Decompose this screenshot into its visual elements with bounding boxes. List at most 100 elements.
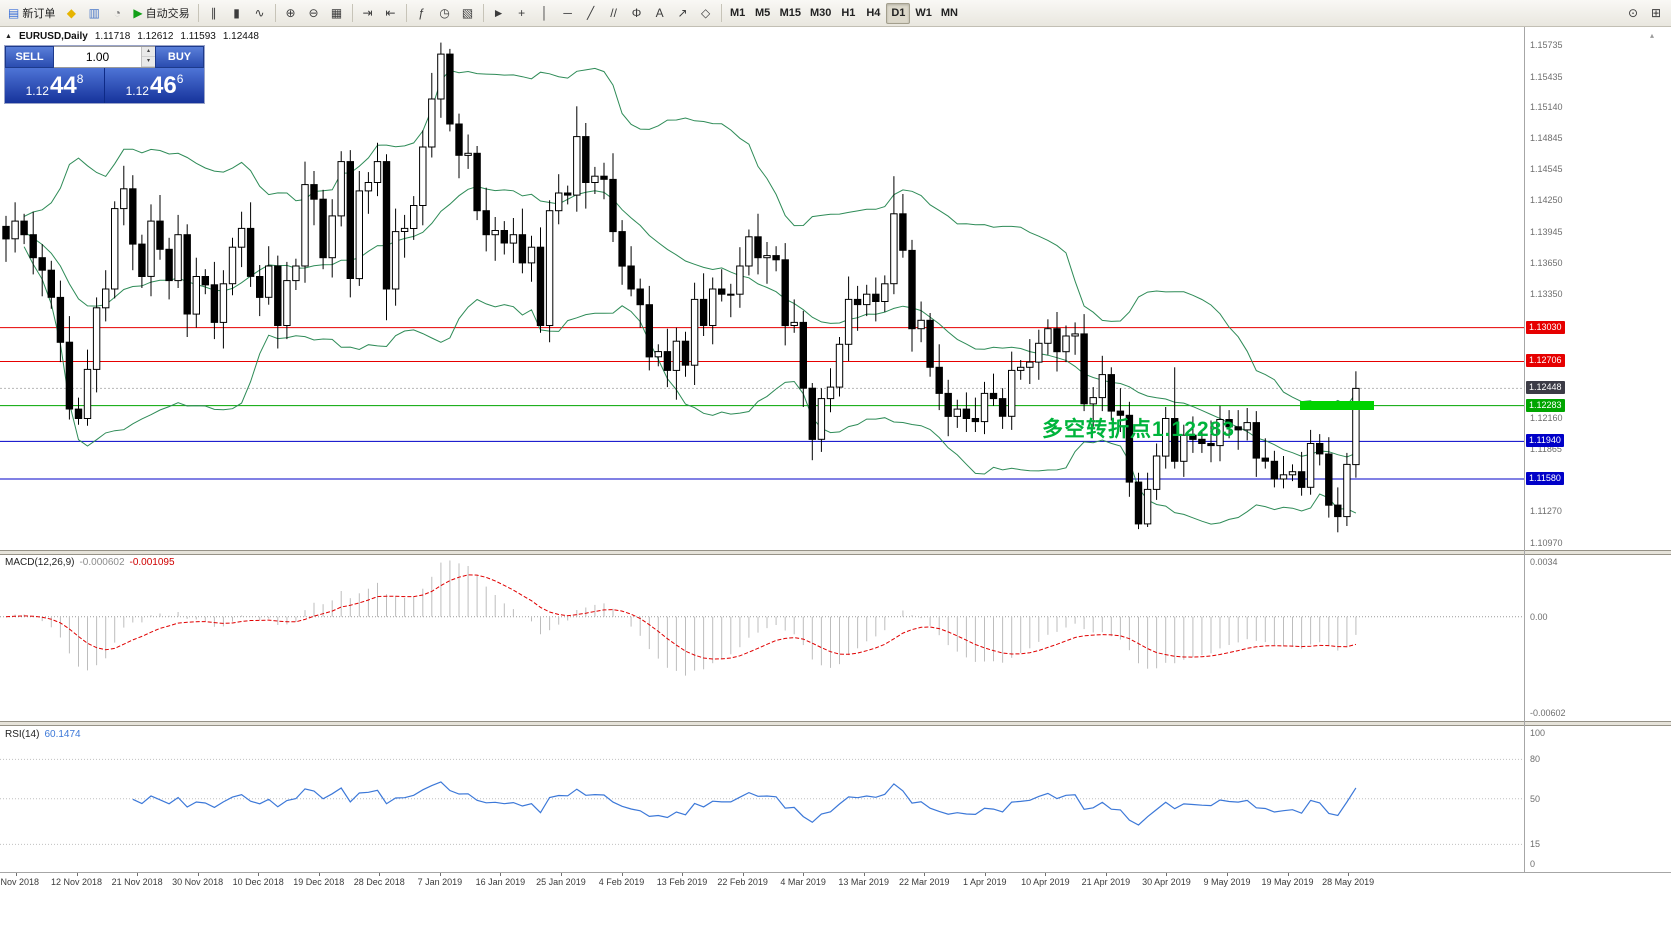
- rsi-pane-separator[interactable]: [0, 721, 1671, 726]
- rsi-tick: 0: [1530, 859, 1536, 870]
- autotrading-button[interactable]: ▶ 自动交易: [129, 3, 193, 24]
- time-tick: [1045, 873, 1047, 876]
- time-label: 22 Feb 2019: [717, 877, 768, 887]
- time-label: 12 Nov 2018: [51, 877, 103, 887]
- candlestick-chart-button[interactable]: ▮: [226, 3, 248, 24]
- candlestick-chart-button-icon: ▮: [233, 6, 240, 20]
- price-tick: 1.15435: [1530, 71, 1563, 82]
- shapes-button[interactable]: ◇: [695, 3, 717, 24]
- periods-button[interactable]: ◷: [434, 3, 456, 24]
- timeframe-mn[interactable]: MN: [937, 3, 962, 24]
- buy-price-pip: 6: [176, 72, 184, 86]
- fibonacci-button[interactable]: Φ: [626, 3, 648, 24]
- sell-price-panel[interactable]: 1.12 44 8: [5, 68, 104, 103]
- shapes-button-icon: ◇: [700, 6, 711, 20]
- favorites-button[interactable]: ◆: [60, 3, 82, 24]
- timeframe-w1[interactable]: W1: [911, 3, 936, 24]
- time-tick: [137, 873, 139, 876]
- buy-button[interactable]: BUY: [155, 46, 204, 68]
- chart-header: ▲ EURUSD,Daily 1.11718 1.12612 1.11593 1…: [5, 31, 259, 42]
- timeframe-h1[interactable]: H1: [836, 3, 860, 24]
- toolbar-separator: [197, 4, 199, 22]
- templates-button-icon: ▧: [461, 6, 474, 20]
- timeframe-h4[interactable]: H4: [861, 3, 885, 24]
- time-scale[interactable]: 2 Nov 2018 12 Nov 2018 21 Nov 2018 30 Nov 2…: [0, 872, 1671, 894]
- price-tick: 1.11270: [1530, 506, 1562, 517]
- zoom-in-button[interactable]: ⊕: [280, 3, 302, 24]
- timeframe-d1-label: D1: [891, 7, 906, 19]
- ohlc-open: 1.11718: [94, 31, 131, 42]
- tile-windows-button[interactable]: ▦: [326, 3, 348, 24]
- one-click-collapse-icon[interactable]: ▲: [5, 33, 12, 40]
- timeframe-m15[interactable]: M15: [776, 3, 805, 24]
- time-label: 13 Mar 2019: [838, 877, 889, 887]
- timeframe-m30[interactable]: M30: [806, 3, 835, 24]
- time-label: 21 Nov 2018: [111, 877, 163, 887]
- text-label-button[interactable]: A: [649, 3, 671, 24]
- vertical-line-button[interactable]: │: [534, 3, 556, 24]
- volume-down-button[interactable]: ▾: [142, 57, 155, 67]
- time-tick: [560, 873, 562, 876]
- templates-button[interactable]: ▧: [457, 3, 479, 24]
- add-chart-button-icon: ⊞: [1650, 6, 1662, 20]
- cursor-button[interactable]: ►: [488, 3, 510, 24]
- navigator-button[interactable]: ◔: [106, 3, 128, 24]
- channel-button[interactable]: //: [603, 3, 625, 24]
- zoom-in-button-icon: ⊕: [285, 6, 296, 20]
- price-tick: 1.10970: [1530, 537, 1563, 548]
- time-label: 19 Dec 2018: [293, 877, 345, 887]
- chart-canvas[interactable]: [0, 0, 1671, 895]
- lower-band: [23, 246, 1357, 525]
- auto-scroll-button[interactable]: ⇥: [357, 3, 379, 24]
- text-label-button-icon: A: [655, 6, 664, 20]
- sell-button[interactable]: SELL: [5, 46, 54, 68]
- time-tick: [439, 873, 441, 876]
- arrows-button[interactable]: ↗: [672, 3, 694, 24]
- time-tick: [863, 873, 865, 876]
- time-label: 10 Apr 2019: [1021, 877, 1070, 887]
- level-price-label: 1.11580: [1526, 472, 1564, 485]
- time-tick: [1287, 873, 1289, 876]
- price-scale-arrow-icon: ▴: [1650, 31, 1655, 40]
- chart-shift-button[interactable]: ⇤: [380, 3, 402, 24]
- indicators-button[interactable]: ƒ: [411, 3, 433, 24]
- timeframe-d1[interactable]: D1: [886, 2, 911, 24]
- one-click-trading-panel: SELL 1.00 ▴ ▾ BUY 1.12 44 8 1.12 46 6: [4, 45, 205, 104]
- price-tick: 1.14250: [1530, 195, 1563, 206]
- arrows-button-icon: ↗: [677, 6, 688, 20]
- macd-pane-separator[interactable]: [0, 550, 1671, 555]
- toolbar-separator: [482, 4, 484, 22]
- bar-chart-button-icon: ∥: [210, 6, 217, 20]
- zoom-out-button-icon: ⊖: [308, 6, 319, 20]
- time-tick: [379, 873, 381, 876]
- time-label: 9 May 2019: [1203, 877, 1251, 887]
- time-label: 30 Apr 2019: [1142, 877, 1191, 887]
- level-price-label: 1.11940: [1526, 434, 1564, 448]
- crosshair-button[interactable]: +: [511, 3, 533, 24]
- toolbar-separator: [720, 4, 722, 22]
- add-chart-button[interactable]: ⊞: [1645, 3, 1667, 24]
- new-order-button[interactable]: ▤ 新订单: [4, 3, 59, 24]
- middle-band: [23, 185, 1357, 458]
- horizontal-line-button[interactable]: ─: [557, 3, 579, 24]
- tile-windows-button-icon: ▦: [330, 6, 343, 20]
- line-chart-button[interactable]: ∿: [249, 3, 271, 24]
- volume-input[interactable]: 1.00: [85, 50, 110, 64]
- support-level-highlight[interactable]: [1300, 401, 1374, 411]
- time-label: 25 Jan 2019: [536, 877, 586, 887]
- bar-chart-button[interactable]: ∥: [203, 3, 225, 24]
- chart-annotation-text[interactable]: 多空转折点1.12283: [1042, 418, 1235, 441]
- market-watch-button[interactable]: ▥: [83, 3, 105, 24]
- zoom-out-button[interactable]: ⊖: [303, 3, 325, 24]
- volume-up-button[interactable]: ▴: [142, 47, 155, 57]
- candles-layer: [2, 42, 1360, 533]
- timeframe-m5[interactable]: M5: [751, 3, 775, 24]
- symbol-name: EURUSD,Daily: [18, 31, 88, 42]
- sell-price-pip: 8: [76, 72, 84, 86]
- trendline-button[interactable]: ╱: [580, 3, 602, 24]
- search-button[interactable]: ⊙: [1622, 3, 1644, 24]
- main-toolbar: ▤ 新订单 ◆ ▥ ◔ ▶ 自动交易 ∥ ▮ ∿ ⊕ ⊖ ▦ ⇥ ⇤ ƒ ◷ ▧ ► + │ ─ ╱ // Φ A ↗ ◇ M1 M5 M1…: [0, 0, 1671, 27]
- buy-price-panel[interactable]: 1.12 46 6: [104, 68, 204, 103]
- hlines-layer: [0, 327, 1524, 480]
- timeframe-m1[interactable]: M1: [726, 3, 750, 24]
